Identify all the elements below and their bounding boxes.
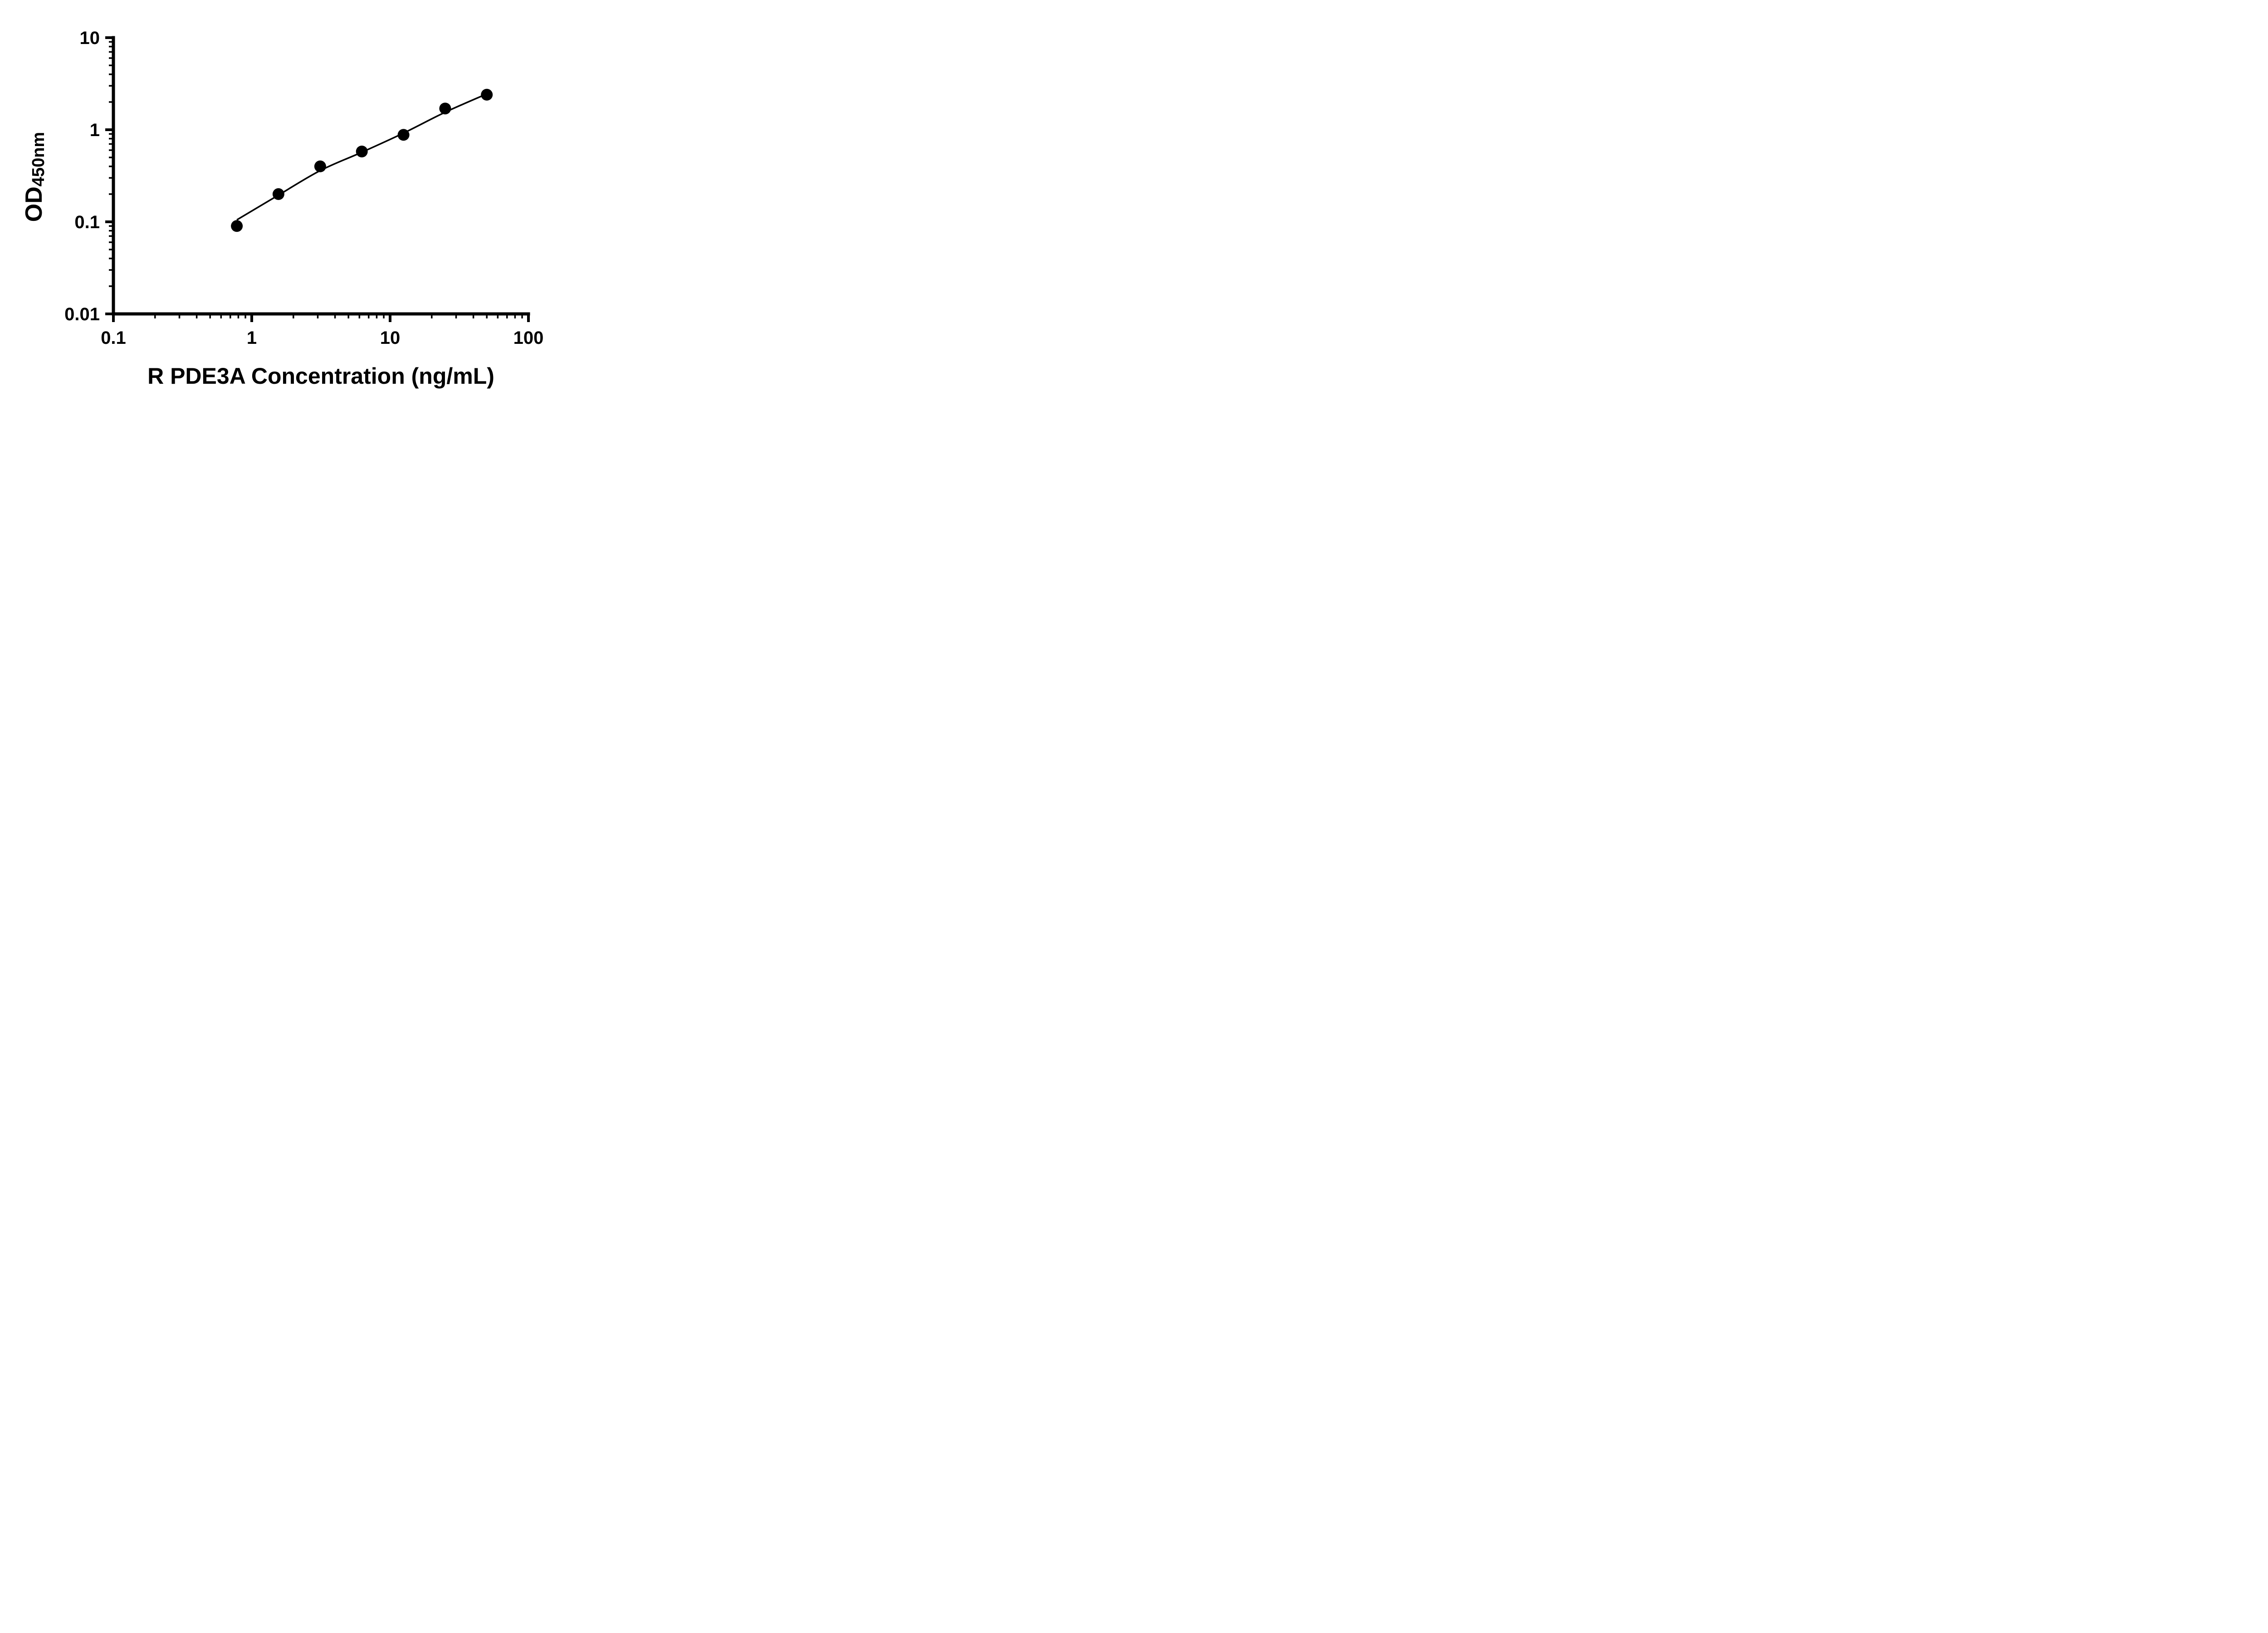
- axes: [112, 36, 530, 316]
- data-point: [314, 160, 326, 172]
- data-point: [439, 103, 451, 115]
- x-tick-label: 0.1: [101, 328, 126, 348]
- y-axis-label-main: OD: [21, 186, 47, 222]
- data-point: [481, 88, 493, 101]
- x-tick-label: 100: [513, 328, 544, 348]
- y-axis-label: OD 450nm: [20, 86, 55, 268]
- y-tick-label: 1: [90, 120, 100, 140]
- y-tick-label: 10: [80, 28, 100, 48]
- axis-spines: [112, 36, 530, 316]
- y-axis-label-subscript: 450nm: [29, 132, 49, 187]
- data-point: [356, 146, 368, 157]
- x-axis-label: R PDE3A Concentration (ng/mL): [147, 363, 494, 389]
- data-point: [397, 129, 410, 141]
- data-point: [272, 188, 284, 200]
- x-tick-label: 10: [380, 328, 401, 348]
- chart-container: 0.1 1 10 100 0.01 0.1 1 10 OD 450nm R PDE3A Conc…: [0, 0, 583, 408]
- data-points: [231, 88, 493, 232]
- tick-marks: [105, 36, 530, 322]
- x-tick-label: 1: [247, 328, 257, 348]
- data-point: [231, 220, 243, 232]
- y-tick-label: 0.1: [74, 212, 100, 232]
- y-tick-label: 0.01: [64, 304, 100, 324]
